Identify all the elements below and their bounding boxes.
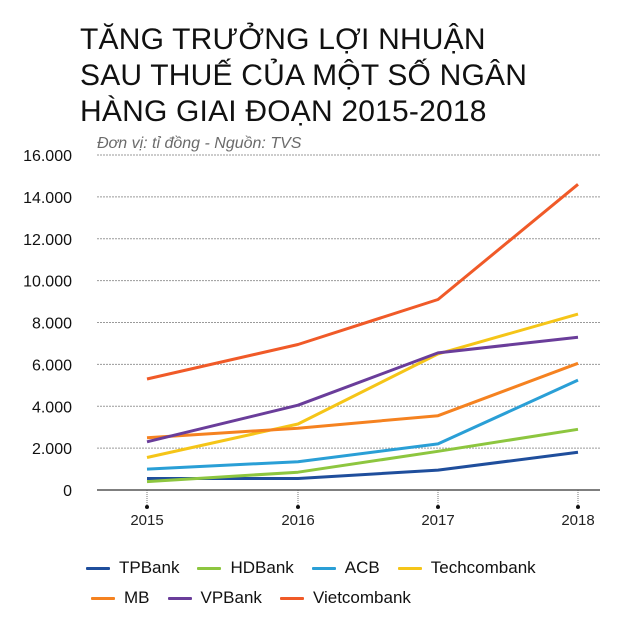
x-tick-dot xyxy=(145,505,149,509)
series-line-acb xyxy=(146,378,579,471)
legend-item-hdbank: HDBank xyxy=(197,558,294,578)
y-tick-label: 6.000 xyxy=(32,357,72,374)
legend-label: VPBank xyxy=(200,588,262,607)
y-tick-label: 0 xyxy=(63,483,72,500)
series-line-tpbank xyxy=(147,450,579,480)
legend-row-2: MB VPBank Vietcombank xyxy=(86,583,606,613)
y-tick-label: 12.000 xyxy=(23,232,72,249)
chart-title-line-2: SAU THUẾ CỦA MỘT SỐ NGÂN xyxy=(80,59,528,92)
legend-label: ACB xyxy=(344,558,380,577)
x-tick-label: 2018 xyxy=(561,512,594,529)
chart-title: TĂNG TRƯỞNG LỢI NHUẬN SAU THUẾ CỦA MỘT S… xyxy=(80,22,620,130)
legend-item-vpbank: VPBank xyxy=(167,588,262,608)
legend-item-tpbank: TPBank xyxy=(86,558,179,578)
x-tick-label: 2017 xyxy=(421,512,454,529)
x-axis: 2015 2016 2017 2018 xyxy=(97,489,600,529)
y-tick-label: 10.000 xyxy=(23,274,72,291)
legend-label: MB xyxy=(124,588,150,607)
legend-item-acb: ACB xyxy=(311,558,380,578)
legend-label: HDBank xyxy=(230,558,294,577)
legend-swatch xyxy=(311,566,336,570)
chart-title-line-3: HÀNG GIAI ĐOẠN 2015-2018 xyxy=(80,95,487,128)
legend-label: TPBank xyxy=(119,558,180,577)
x-tick-dot xyxy=(576,505,580,509)
series-line-mb xyxy=(146,361,579,440)
series-line-techcombank xyxy=(146,312,579,459)
legend-swatch xyxy=(197,566,222,570)
chart-title-line-1: TĂNG TRƯỞNG LỢI NHUẬN xyxy=(80,23,486,56)
legend-item-mb: MB xyxy=(91,588,150,608)
legend-row-1: TPBank HDBank ACB Techcombank xyxy=(86,553,606,583)
y-tick-label: 16.000 xyxy=(23,148,72,165)
y-tick-label: 4.000 xyxy=(32,399,72,416)
legend-item-vietcombank: Vietcombank xyxy=(279,588,411,608)
series-line-vpbank xyxy=(146,335,579,444)
legend-swatch xyxy=(279,596,304,600)
legend-item-techcombank: Techcombank xyxy=(397,558,536,578)
chart-subtitle: Đơn vị: tỉ đồng - Nguồn: TVS xyxy=(97,135,302,152)
legend-label: Vietcombank xyxy=(312,588,411,607)
series-line-hdbank xyxy=(146,427,579,484)
x-tick-label: 2015 xyxy=(130,512,163,529)
legend-label: Techcombank xyxy=(430,558,536,577)
series-line-vietcombank xyxy=(146,183,579,381)
y-tick-label: 2.000 xyxy=(32,441,72,458)
legend-swatch xyxy=(86,566,110,570)
y-tick-label: 8.000 xyxy=(32,316,72,333)
legend-swatch xyxy=(91,596,115,600)
x-tick-label: 2016 xyxy=(281,512,314,529)
x-tick-dot xyxy=(296,505,300,509)
legend-swatch xyxy=(167,596,192,600)
chart-legend: TPBank HDBank ACB Techcombank MB VPBank Vietc… xyxy=(86,553,606,613)
data-series xyxy=(146,183,579,484)
y-axis: 0 2.000 4.000 6.000 8.000 10.000 12.000 14.000 1… xyxy=(23,148,72,500)
legend-swatch xyxy=(397,566,422,570)
x-tick-dot xyxy=(436,505,440,509)
y-tick-label: 14.000 xyxy=(23,190,72,207)
